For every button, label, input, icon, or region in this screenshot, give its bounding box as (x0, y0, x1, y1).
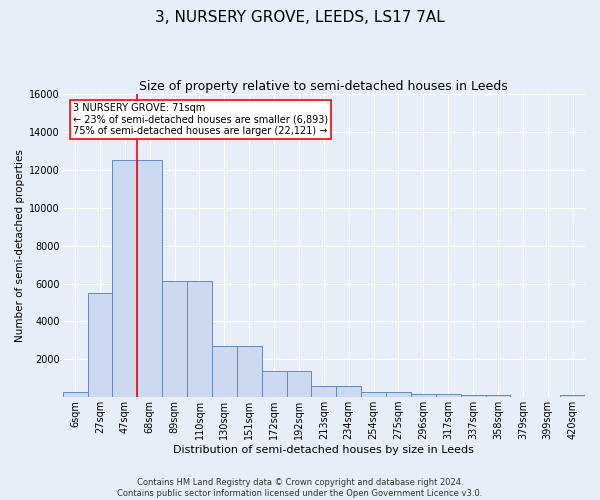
Bar (485, 396, 511, 397)
X-axis label: Distribution of semi-detached houses by size in Leeds: Distribution of semi-detached houses by … (173, 445, 474, 455)
Bar (436, 394, 461, 397)
Bar (112, 160, 137, 397)
Bar (137, 160, 162, 397)
Bar (386, 392, 411, 397)
Bar (411, 394, 436, 397)
Bar (287, 371, 311, 397)
Bar (212, 346, 237, 397)
Bar (336, 386, 361, 397)
Bar (262, 371, 287, 397)
Bar (461, 396, 485, 397)
Bar (560, 394, 585, 397)
Text: 3 NURSERY GROVE: 71sqm
← 23% of semi-detached houses are smaller (6,893)
75% of : 3 NURSERY GROVE: 71sqm ← 23% of semi-det… (73, 104, 328, 136)
Bar (311, 386, 336, 397)
Bar (187, 280, 212, 397)
Title: Size of property relative to semi-detached houses in Leeds: Size of property relative to semi-detach… (139, 80, 508, 93)
Y-axis label: Number of semi-detached properties: Number of semi-detached properties (15, 149, 25, 342)
Text: Contains HM Land Registry data © Crown copyright and database right 2024.
Contai: Contains HM Land Registry data © Crown c… (118, 478, 482, 498)
Bar (162, 280, 187, 397)
Text: 3, NURSERY GROVE, LEEDS, LS17 7AL: 3, NURSERY GROVE, LEEDS, LS17 7AL (155, 10, 445, 25)
Bar (88, 293, 112, 397)
Bar (361, 392, 386, 397)
Bar (62, 392, 88, 397)
Bar (237, 346, 262, 397)
